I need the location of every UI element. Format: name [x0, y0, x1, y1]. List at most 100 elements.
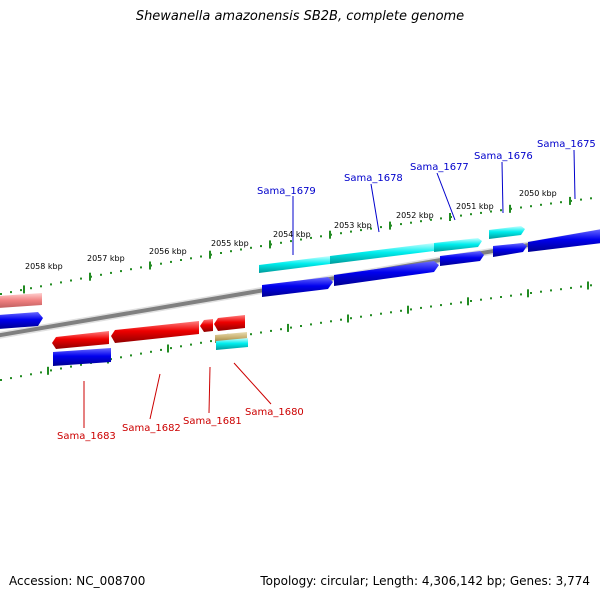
ruler-dot — [400, 223, 402, 226]
feature-arrow[interactable] — [440, 251, 484, 266]
ruler-dot — [340, 318, 342, 321]
feature-arrow[interactable] — [0, 312, 43, 329]
ruler-dot — [570, 286, 572, 289]
ruler-label: 2056 kbp — [149, 247, 187, 256]
ruler-dot — [560, 201, 562, 204]
gene-label[interactable]: Sama_1681 — [183, 416, 242, 427]
ruler-dot — [260, 245, 262, 248]
feature-arrow[interactable] — [111, 321, 199, 343]
ruler-dot — [520, 293, 522, 296]
ruler-label: 2055 kbp — [211, 239, 249, 248]
gene-label[interactable]: Sama_1682 — [122, 423, 181, 434]
ruler-dot — [20, 375, 22, 378]
gene-label[interactable]: Sama_1677 — [410, 162, 469, 173]
ruler-dot — [170, 260, 172, 263]
ruler-dot — [320, 235, 322, 238]
genome-summary: Topology: circular; Length: 4,306,142 bp… — [260, 574, 590, 588]
ruler-dot — [310, 323, 312, 326]
ruler-dot — [350, 317, 352, 320]
ruler-dot — [500, 209, 502, 212]
ruler-dot — [540, 290, 542, 293]
feature-arrow[interactable] — [200, 319, 213, 332]
ruler-dot — [430, 305, 432, 308]
ruler-dot — [210, 340, 212, 343]
feature-arrow[interactable] — [53, 348, 111, 366]
ruler-dot — [420, 220, 422, 223]
ruler-dot — [10, 291, 12, 294]
feature-arrow[interactable] — [493, 243, 527, 257]
ruler-dot — [50, 369, 52, 372]
ruler-dot — [490, 210, 492, 213]
label-leader — [436, 172, 456, 221]
ruler-dot — [510, 294, 512, 297]
ruler-dot — [110, 271, 112, 274]
ruler-dot — [460, 214, 462, 217]
ruler-dot — [400, 309, 402, 312]
ruler-dot — [560, 288, 562, 291]
ruler-dot — [160, 348, 162, 351]
ruler-dot — [100, 273, 102, 276]
ruler-dot — [280, 328, 282, 331]
feature-arrow[interactable] — [259, 256, 330, 273]
ruler-dot — [580, 285, 582, 288]
gene-label[interactable]: Sama_1675 — [537, 139, 596, 150]
forward-features-outer — [259, 226, 525, 273]
ruler-dot — [140, 266, 142, 269]
feature-arrow[interactable] — [262, 277, 333, 297]
ruler-label: 2051 kbp — [456, 202, 494, 211]
ruler-dot — [350, 230, 352, 233]
accession-text: Accession: NC_008700 — [9, 574, 146, 588]
feature-arrow[interactable] — [214, 315, 245, 331]
ruler-label: 2054 kbp — [273, 230, 311, 239]
ruler-dot — [370, 314, 372, 317]
ruler-dot — [370, 227, 372, 230]
feature-arrow[interactable] — [434, 238, 482, 252]
ruler-dot — [440, 217, 442, 220]
ruler-dot — [70, 279, 72, 282]
feature-arrow[interactable] — [334, 261, 439, 286]
ruler-dot — [220, 252, 222, 254]
feature-arrow[interactable] — [528, 229, 600, 252]
ruler-label: 2053 kbp — [334, 221, 372, 230]
ruler-dot — [460, 301, 462, 304]
ruler-inner — [0, 281, 592, 381]
gene-label[interactable]: Sama_1683 — [57, 431, 116, 442]
ruler-dot — [410, 308, 412, 311]
ruler-dot — [60, 367, 62, 370]
ruler-dot — [230, 250, 232, 253]
ruler-dot — [470, 300, 472, 302]
ruler-dot — [590, 284, 592, 287]
feature-arrow[interactable] — [489, 226, 525, 239]
ruler-dot — [540, 203, 542, 206]
ruler-dot — [550, 289, 552, 292]
ruler-dot — [480, 211, 482, 214]
ruler-dot — [490, 297, 492, 300]
ruler-dot — [20, 289, 22, 292]
feature-arrow[interactable] — [0, 293, 42, 308]
label-leader — [208, 366, 211, 414]
feature-arrow[interactable] — [330, 243, 434, 264]
ruler-dot — [180, 345, 182, 348]
ruler-label: 2052 kbp — [396, 211, 434, 220]
gene-label[interactable]: Sama_1680 — [245, 407, 304, 418]
ruler-dot — [530, 205, 532, 208]
ruler-dot — [550, 202, 552, 205]
ruler-dot — [520, 206, 522, 209]
ruler-dot — [150, 350, 152, 353]
ruler-dot — [390, 311, 392, 314]
feature-arrow[interactable] — [52, 331, 109, 349]
gene-label[interactable]: Sama_1678 — [344, 173, 403, 184]
gene-label[interactable]: Sama_1676 — [474, 151, 533, 162]
ruler-dot — [440, 304, 442, 307]
map-title: Shewanella amazonensis SB2B, complete ge… — [135, 9, 465, 24]
feature-arrow[interactable] — [216, 338, 248, 350]
ruler-dot — [280, 241, 282, 244]
ruler-dot — [300, 325, 302, 327]
ruler-dot — [30, 287, 32, 290]
gene-label[interactable]: Sama_1679 — [257, 186, 316, 197]
ruler-dot — [240, 248, 242, 251]
ruler-dot — [0, 293, 2, 295]
ruler-dot — [300, 238, 302, 241]
ruler-label: 2050 kbp — [519, 189, 557, 198]
